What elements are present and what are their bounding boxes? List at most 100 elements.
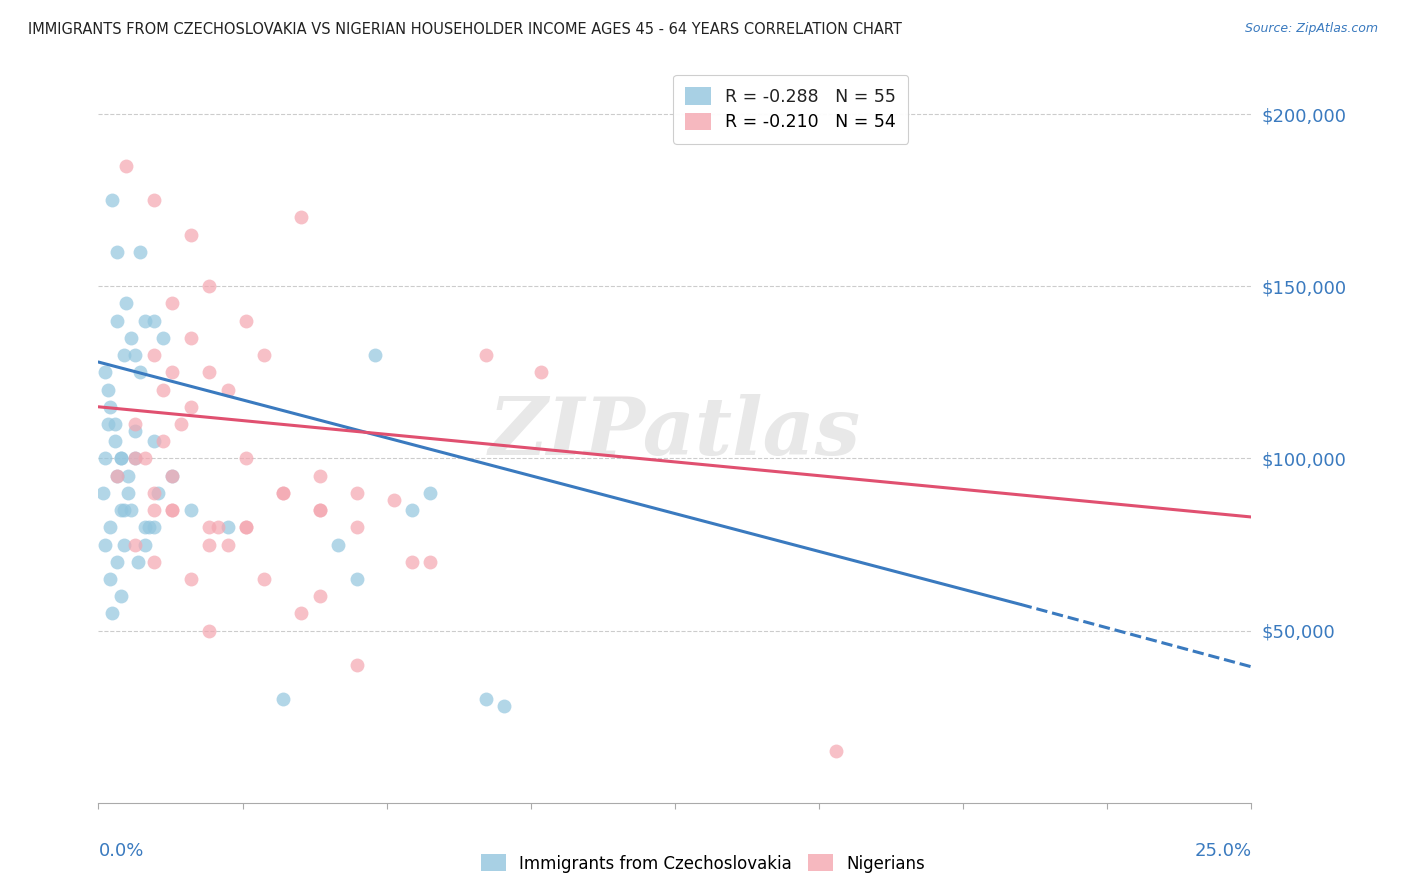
Point [160, 296, 183, 310]
Point [129, 244, 152, 259]
Point [98, 400, 121, 414]
Point [152, 383, 174, 397]
Point [142, 520, 165, 534]
Point [290, 211, 312, 225]
Point [138, 520, 160, 534]
Point [148, 486, 170, 500]
Point [142, 434, 165, 449]
Point [346, 520, 368, 534]
Point [115, 159, 138, 173]
Point [180, 503, 202, 517]
Point [271, 486, 294, 500]
Point [382, 492, 405, 507]
Point [120, 503, 142, 517]
Point [271, 486, 294, 500]
Point [117, 468, 139, 483]
Point [152, 434, 174, 449]
Point [180, 400, 202, 414]
Point [180, 572, 202, 586]
Point [105, 468, 128, 483]
Point [419, 555, 441, 569]
Point [105, 314, 128, 328]
Point [97, 417, 120, 431]
Point [124, 537, 146, 551]
Point [308, 503, 330, 517]
Point [475, 348, 498, 362]
Point [115, 296, 138, 310]
Point [124, 451, 146, 466]
Point [103, 417, 125, 431]
Point [198, 279, 221, 293]
Point [98, 572, 121, 586]
Text: 0.0%: 0.0% [98, 842, 143, 860]
Point [308, 503, 330, 517]
Point [101, 193, 124, 207]
Point [98, 520, 121, 534]
Point [112, 503, 135, 517]
Point [160, 468, 183, 483]
Point [346, 486, 368, 500]
Point [253, 348, 276, 362]
Point [235, 520, 257, 534]
Point [160, 503, 183, 517]
Point [110, 451, 132, 466]
Point [235, 451, 257, 466]
Point [120, 331, 142, 345]
Point [401, 555, 423, 569]
Legend: R = -0.288   N = 55, R = -0.210   N = 54: R = -0.288 N = 55, R = -0.210 N = 54 [673, 75, 908, 144]
Point [142, 503, 165, 517]
Point [142, 193, 165, 207]
Point [124, 417, 146, 431]
Point [271, 692, 294, 706]
Point [134, 314, 156, 328]
Point [105, 244, 128, 259]
Point [134, 520, 156, 534]
Point [103, 434, 125, 449]
Point [401, 503, 423, 517]
Point [110, 451, 132, 466]
Point [170, 417, 193, 431]
Text: IMMIGRANTS FROM CZECHOSLOVAKIA VS NIGERIAN HOUSEHOLDER INCOME AGES 45 - 64 YEARS: IMMIGRANTS FROM CZECHOSLOVAKIA VS NIGERI… [28, 22, 903, 37]
Point [419, 486, 441, 500]
Point [160, 365, 183, 379]
Point [328, 537, 350, 551]
Text: Source: ZipAtlas.com: Source: ZipAtlas.com [1244, 22, 1378, 36]
Point [198, 624, 221, 638]
Point [117, 486, 139, 500]
Point [530, 365, 553, 379]
Point [253, 572, 276, 586]
Point [124, 424, 146, 438]
Point [207, 520, 229, 534]
Point [124, 451, 146, 466]
Point [346, 658, 368, 673]
Point [198, 537, 221, 551]
Point [308, 589, 330, 603]
Point [235, 314, 257, 328]
Point [134, 451, 156, 466]
Point [110, 589, 132, 603]
Point [217, 383, 239, 397]
Legend: Immigrants from Czechoslovakia, Nigerians: Immigrants from Czechoslovakia, Nigerian… [474, 847, 932, 880]
Point [198, 520, 221, 534]
Point [94, 365, 117, 379]
Point [308, 468, 330, 483]
Text: 25.0%: 25.0% [1194, 842, 1251, 860]
Point [124, 348, 146, 362]
Point [290, 607, 312, 621]
Point [494, 699, 516, 714]
Point [110, 503, 132, 517]
Text: ZIPatlas: ZIPatlas [489, 394, 860, 471]
Point [142, 486, 165, 500]
Point [160, 468, 183, 483]
Point [825, 744, 848, 758]
Point [364, 348, 387, 362]
Point [475, 692, 498, 706]
Point [180, 227, 202, 242]
Point [97, 383, 120, 397]
Point [142, 314, 165, 328]
Point [112, 348, 135, 362]
Point [134, 537, 156, 551]
Point [198, 365, 221, 379]
Point [127, 555, 149, 569]
Point [235, 520, 257, 534]
